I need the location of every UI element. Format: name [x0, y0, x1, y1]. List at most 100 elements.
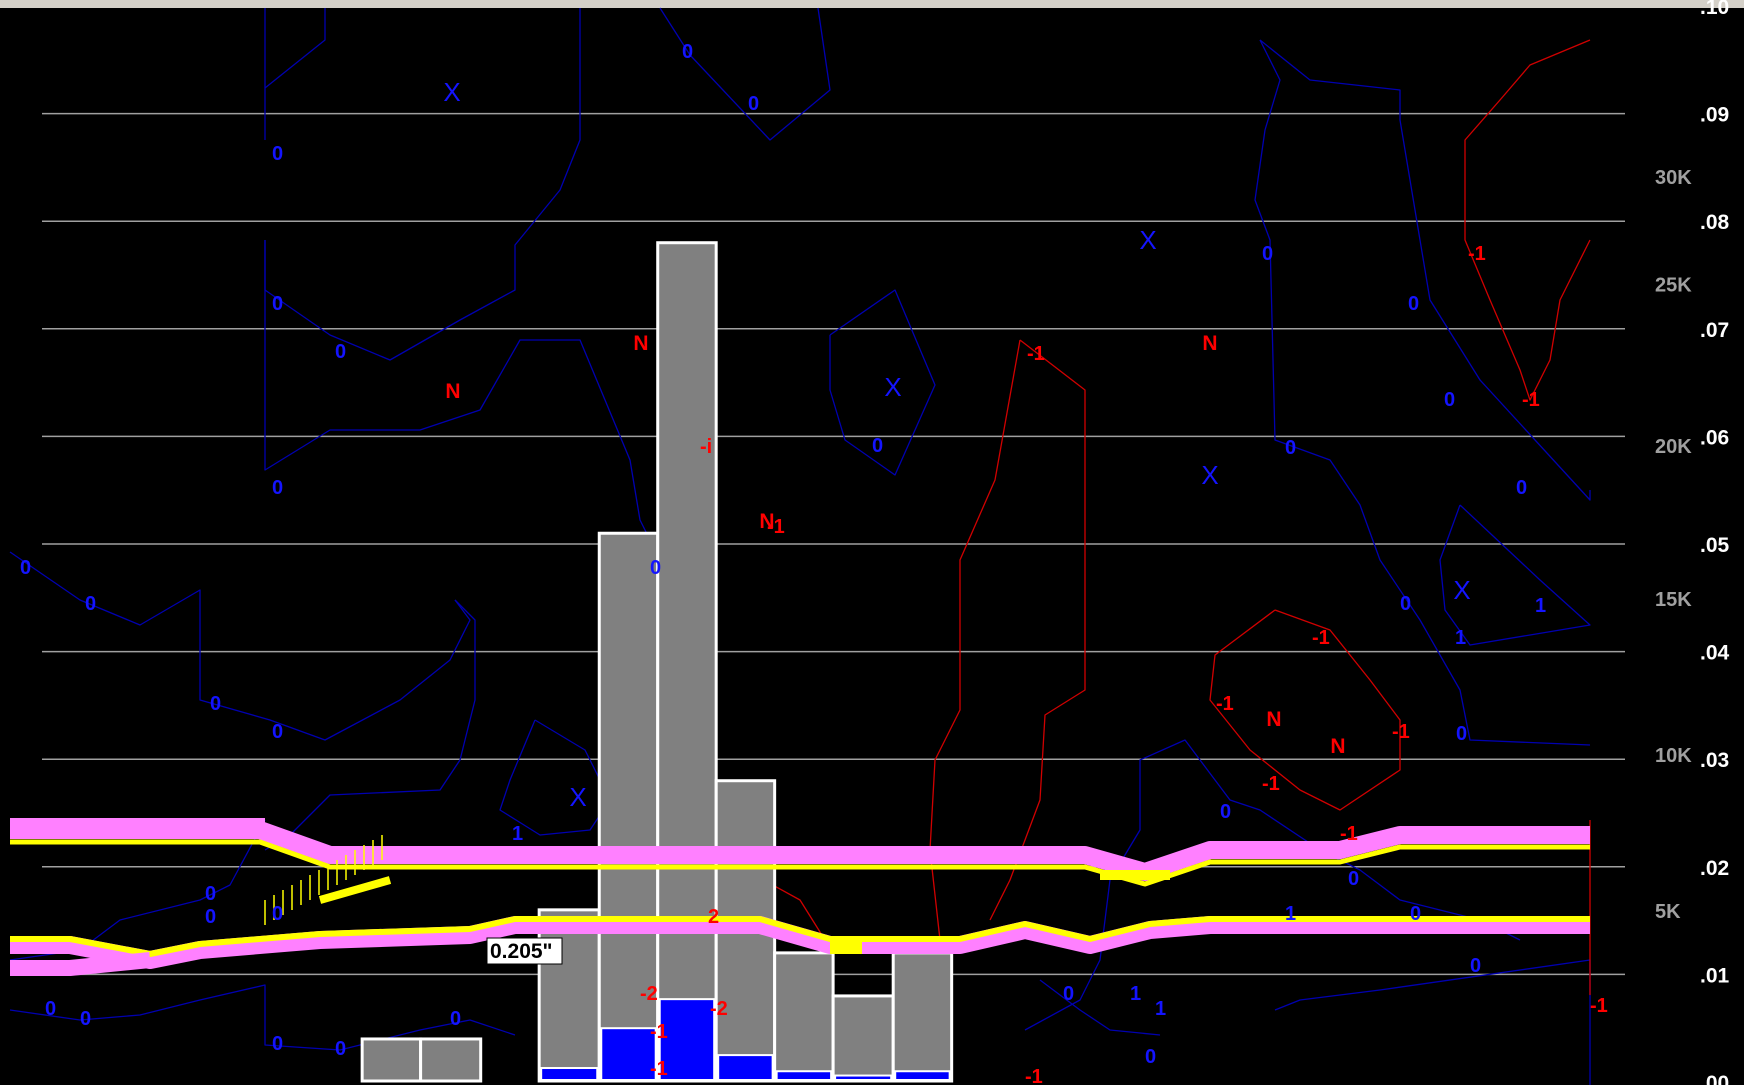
- contour-label: 0: [1220, 801, 1231, 823]
- contour-label: 2: [708, 906, 719, 928]
- contour-label: -1: [1590, 995, 1608, 1017]
- bar-blue-8: [894, 1070, 951, 1081]
- band-pink-lower-left: [10, 952, 151, 976]
- contour-label: 0: [450, 1008, 461, 1030]
- contour-label: 0: [748, 93, 759, 115]
- contour-line-blue: [9, 551, 471, 741]
- contour-label: 0: [1145, 1046, 1156, 1068]
- contour-line-blue: [264, 8, 581, 361]
- contour-label: 0: [272, 721, 283, 743]
- contour-label: 0: [1285, 437, 1296, 459]
- bar-total-8: [891, 951, 954, 1083]
- contour-line-blue: [499, 719, 611, 836]
- contour-label: 0: [872, 435, 883, 457]
- contour-label: 0: [85, 593, 96, 615]
- y-tick-label: .08: [1700, 211, 1730, 234]
- contour-label: 0: [45, 998, 56, 1020]
- annotation-label: 0.205": [490, 940, 553, 963]
- contour-label: 1: [512, 823, 523, 845]
- bar-blue-3: [600, 1027, 657, 1081]
- band-yellow-lower: [10, 916, 1590, 957]
- x-marker: X: [569, 782, 586, 812]
- n-marker: N: [1330, 735, 1345, 758]
- bar-total-7: [831, 994, 895, 1083]
- y-tick-label: .04: [1700, 642, 1730, 665]
- bar-total-6: [773, 951, 835, 1083]
- altitude-tick-label: 5K: [1655, 901, 1681, 923]
- contour-label: 0: [20, 557, 31, 579]
- band-yellow-upper: [10, 839, 1590, 887]
- contour-label: -1: [1216, 693, 1234, 715]
- contour-label: -1: [1262, 773, 1280, 795]
- contour-label: 0: [272, 903, 283, 925]
- n-marker: N: [445, 380, 460, 403]
- contour-line-blue: [264, 599, 476, 851]
- contour-label: 0: [272, 1033, 283, 1055]
- window-top-edge: [0, 0, 1744, 8]
- contour-line-blue: [659, 7, 831, 141]
- contour-label: 1: [1535, 595, 1546, 617]
- band-yellow-patch: [830, 940, 862, 954]
- contour-label: -i: [700, 436, 712, 458]
- contour-label: 0: [335, 1038, 346, 1060]
- contour-label: 0: [1456, 723, 1467, 745]
- bar-total-2: [537, 908, 601, 1083]
- contour-label: -1: [1392, 721, 1410, 743]
- contour-label: 0: [272, 477, 283, 499]
- bar-total-0: [360, 1037, 423, 1083]
- y-tick-label: .00: [1700, 1072, 1729, 1085]
- band-pink-upper-left: [10, 818, 265, 830]
- altitude-tick-label: 25K: [1655, 275, 1692, 297]
- contour-line-blue: [1039, 979, 1161, 1036]
- bar-blue-2: [540, 1067, 599, 1081]
- contour-label: -1: [767, 516, 785, 538]
- n-marker: N: [1202, 332, 1217, 355]
- contour-label: -1: [650, 1058, 668, 1080]
- contour-line-blue: [1259, 39, 1591, 501]
- contour-line-blue: [264, 8, 326, 89]
- x-marker: X: [1139, 225, 1156, 255]
- y-tick-label: .01: [1700, 964, 1730, 987]
- contour-line-red: [1209, 609, 1401, 811]
- contour-label: 0: [205, 906, 216, 928]
- contour-line-blue: [1274, 959, 1591, 1085]
- contour-label: 0: [1400, 593, 1411, 615]
- n-marker: N: [1266, 708, 1281, 731]
- n-marker: N: [633, 332, 648, 355]
- band-pink-lower: [10, 916, 1590, 969]
- contour-line-red: [989, 339, 1086, 921]
- contour-label: 0: [1262, 243, 1273, 265]
- y-tick-label: .07: [1700, 319, 1729, 342]
- altitude-tick-label: 30K: [1655, 167, 1692, 189]
- contour-label: -1: [1340, 823, 1358, 845]
- contour-label: 0: [1516, 477, 1527, 499]
- contour-label: 0: [1410, 903, 1421, 925]
- contour-label: 0: [1348, 868, 1359, 890]
- x-marker: X: [884, 372, 901, 402]
- bar-blue-5: [717, 1054, 774, 1081]
- bar-blue-6: [775, 1070, 833, 1081]
- contour-label: -1: [1468, 243, 1486, 265]
- contour-line-red: [1464, 39, 1591, 401]
- bar-total-1: [419, 1037, 483, 1083]
- contour-label: 1: [1455, 627, 1466, 649]
- contour-line-blue: [9, 984, 516, 1051]
- x-marker: X: [443, 77, 460, 107]
- contour-label: -1: [1312, 627, 1330, 649]
- y-tick-label: .02: [1700, 857, 1729, 880]
- altitude-tick-label: 10K: [1655, 745, 1692, 767]
- x-marker: X: [1201, 460, 1218, 490]
- x-marker: X: [1453, 575, 1470, 605]
- y-tick-label: .03: [1700, 749, 1729, 772]
- contour-label: 1: [1130, 983, 1141, 1005]
- contour-label: 0: [335, 341, 346, 363]
- bar-blue-7: [834, 1074, 893, 1081]
- contour-label: 0: [1063, 983, 1074, 1005]
- contour-label: 0: [272, 293, 283, 315]
- contour-label: -1: [1025, 1066, 1043, 1085]
- n-marker: N: [759, 510, 774, 533]
- contour-label: 0: [205, 883, 216, 905]
- contour-label: 0: [650, 557, 661, 579]
